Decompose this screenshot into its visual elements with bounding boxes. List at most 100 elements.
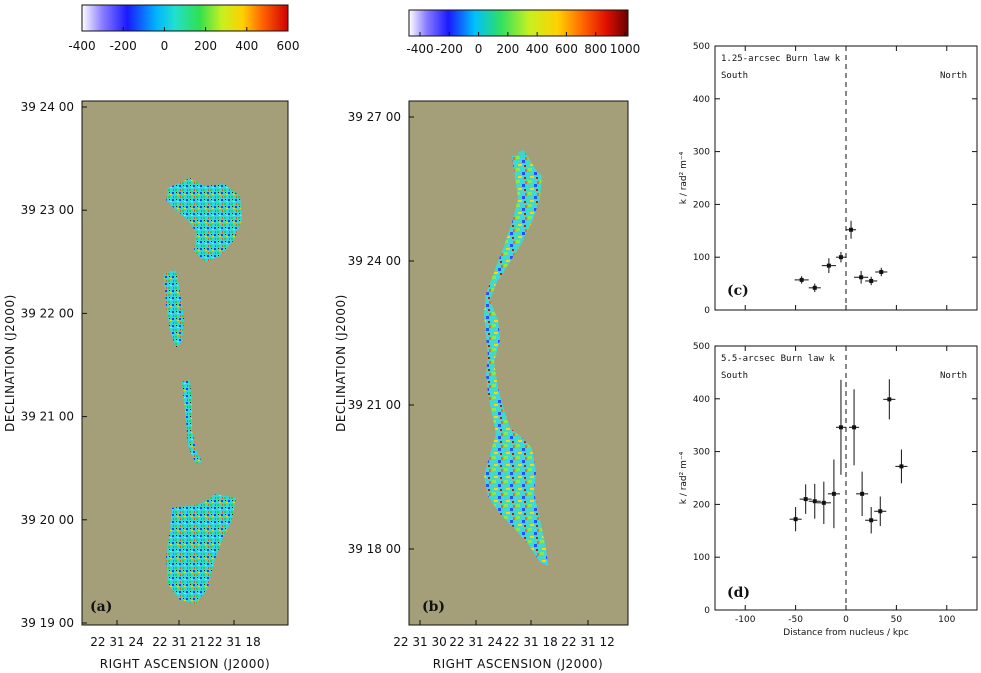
ylabel-b: DECLINATION (J2000) [334,294,348,432]
x-tick-label: -50 [788,615,803,625]
data-point [812,499,817,504]
data-point [869,278,874,283]
dec-a-tick-label: 39 20 00 [21,513,74,527]
plot-c-south: South [721,71,748,81]
data-point [838,425,843,430]
plot-c-ylabel: k / rad² m⁻⁴ [679,151,689,204]
data-point [852,425,857,430]
y-tick-label: 300 [693,448,710,458]
data-point [887,397,892,402]
panel-d-label: (d) [727,585,750,601]
data-point [860,491,865,496]
y-tick-label: 400 [693,95,710,105]
plot-d-xlabel: Distance from nucleus / kpc [783,628,908,638]
colorbar-b-tick-label: 800 [584,42,607,56]
dec-a-tick-label: 39 21 00 [21,410,74,424]
colorbar-b-tick-label: 1000 [610,42,641,56]
y-tick-label: 300 [693,148,710,158]
dec-ticks-a: 39 24 00 39 23 00 39 22 00 39 21 00 39 20 00… [21,100,87,630]
data-point [831,491,836,496]
data-point [878,509,883,514]
data-point [812,285,817,290]
plot-d-title: 5.5-arcsec Burn law k [721,354,835,364]
x-tick-label: -100 [735,615,756,625]
ra-b-tick-label: 22 31 12 [561,635,614,649]
data-point [821,500,826,505]
plot-d-south: South [721,371,748,381]
y-tick-label: 200 [693,500,710,510]
plot-c-title: 1.25-arcsec Burn law k [721,54,841,64]
ra-ticks-b: 22 31 30 22 31 24 22 31 18 22 31 12 [393,620,615,649]
colorbar-b-tick-label: 200 [496,42,519,56]
panel-c-label: (c) [727,283,749,299]
colorbar-a-tick-label: 400 [235,39,258,53]
y-tick-label: 100 [693,553,710,563]
colorbar-a-tick-label: -400 [68,39,95,53]
panel-b: -400 -200 0 200 400 600 800 1000 (b) 39 27 0039… [334,9,640,671]
colorbar-b-tick-label: -400 [406,42,433,56]
map-a-emission [164,178,242,604]
dec-b-tick-label: 39 18 00 [348,542,401,556]
colorbar-a [81,4,289,32]
y-tick-label: 400 [693,395,710,405]
ra-a-tick-label: 22 31 18 [207,635,260,649]
colorbar-b-ticks: -400 -200 0 200 400 600 800 1000 [406,32,640,56]
plot-d-content: 0 100 200 300 400 500 -100 -50 0 50 100 [693,342,977,625]
dec-b-tick-label: 39 24 00 [348,254,401,268]
data-point [838,255,843,260]
data-point [869,518,874,523]
ra-b-tick-label: 22 31 30 [393,635,446,649]
y-tick-label: 500 [693,342,710,352]
ra-b-tick-label: 22 31 18 [504,635,557,649]
colorbar-a-tick-label: 200 [194,39,217,53]
y-tick-label: 500 [693,42,710,52]
y-tick-label: 0 [704,306,710,316]
map-b-emission [484,150,548,566]
x-tick-label: 0 [843,615,849,625]
y-tick-label: 100 [693,253,710,263]
data-point [793,517,798,522]
plot-c-north: North [940,71,967,81]
dec-a-tick-label: 39 23 00 [21,203,74,217]
dec-a-tick-label: 39 22 00 [21,306,74,320]
xlabel-b: RIGHT ASCENSION (J2000) [433,657,603,671]
colorbar-a-ticks: -400 -200 0 200 400 600 [68,27,299,53]
colorbar-b [408,9,629,37]
dec-b-tick-label: 39 27 00 [348,110,401,124]
colorbar-a-tick-label: 600 [277,39,300,53]
colorbar-b-tick-label: 0 [475,42,483,56]
ra-ticks-a: 22 31 24 22 31 21 22 31 18 [90,620,261,649]
data-point [803,497,808,502]
plot-c-content: 0 100 200 300 400 500 [693,42,977,316]
ra-a-tick-label: 22 31 21 [152,635,205,649]
data-point [879,269,884,274]
y-tick-label: 0 [704,606,710,616]
data-point [849,227,854,232]
data-point [826,263,831,268]
colorbar-a-tick-label: -200 [110,39,137,53]
xlabel-a: RIGHT ASCENSION (J2000) [100,657,270,671]
colorbar-b-tick-label: 600 [555,42,578,56]
colorbar-b-tick-label: -200 [436,42,463,56]
panel-d: 0 100 200 300 400 500 -100 -50 0 50 100 5.5-arcsec… [679,342,978,638]
panel-b-label: (b) [422,599,445,615]
plot-d-ylabel: k / rad² m⁻⁴ [679,451,689,504]
y-tick-label: 200 [693,200,710,210]
panel-a-label: (a) [90,599,112,615]
ra-b-tick-label: 22 31 24 [449,635,502,649]
dec-a-tick-label: 39 19 00 [21,616,74,630]
ra-a-tick-label: 22 31 24 [90,635,143,649]
dec-a-tick-label: 39 24 00 [21,100,74,114]
x-tick-label: 100 [938,615,955,625]
plot-d-north: North [940,371,967,381]
data-point [859,275,864,280]
ylabel-a: DECLINATION (J2000) [3,294,17,432]
dec-ticks-b: 39 27 00 39 24 00 39 21 00 39 18 00 [348,110,414,556]
dec-b-tick-label: 39 21 00 [348,398,401,412]
colorbar-a-tick-label: 0 [161,39,169,53]
data-point [899,464,904,469]
x-tick-label: 50 [891,615,903,625]
